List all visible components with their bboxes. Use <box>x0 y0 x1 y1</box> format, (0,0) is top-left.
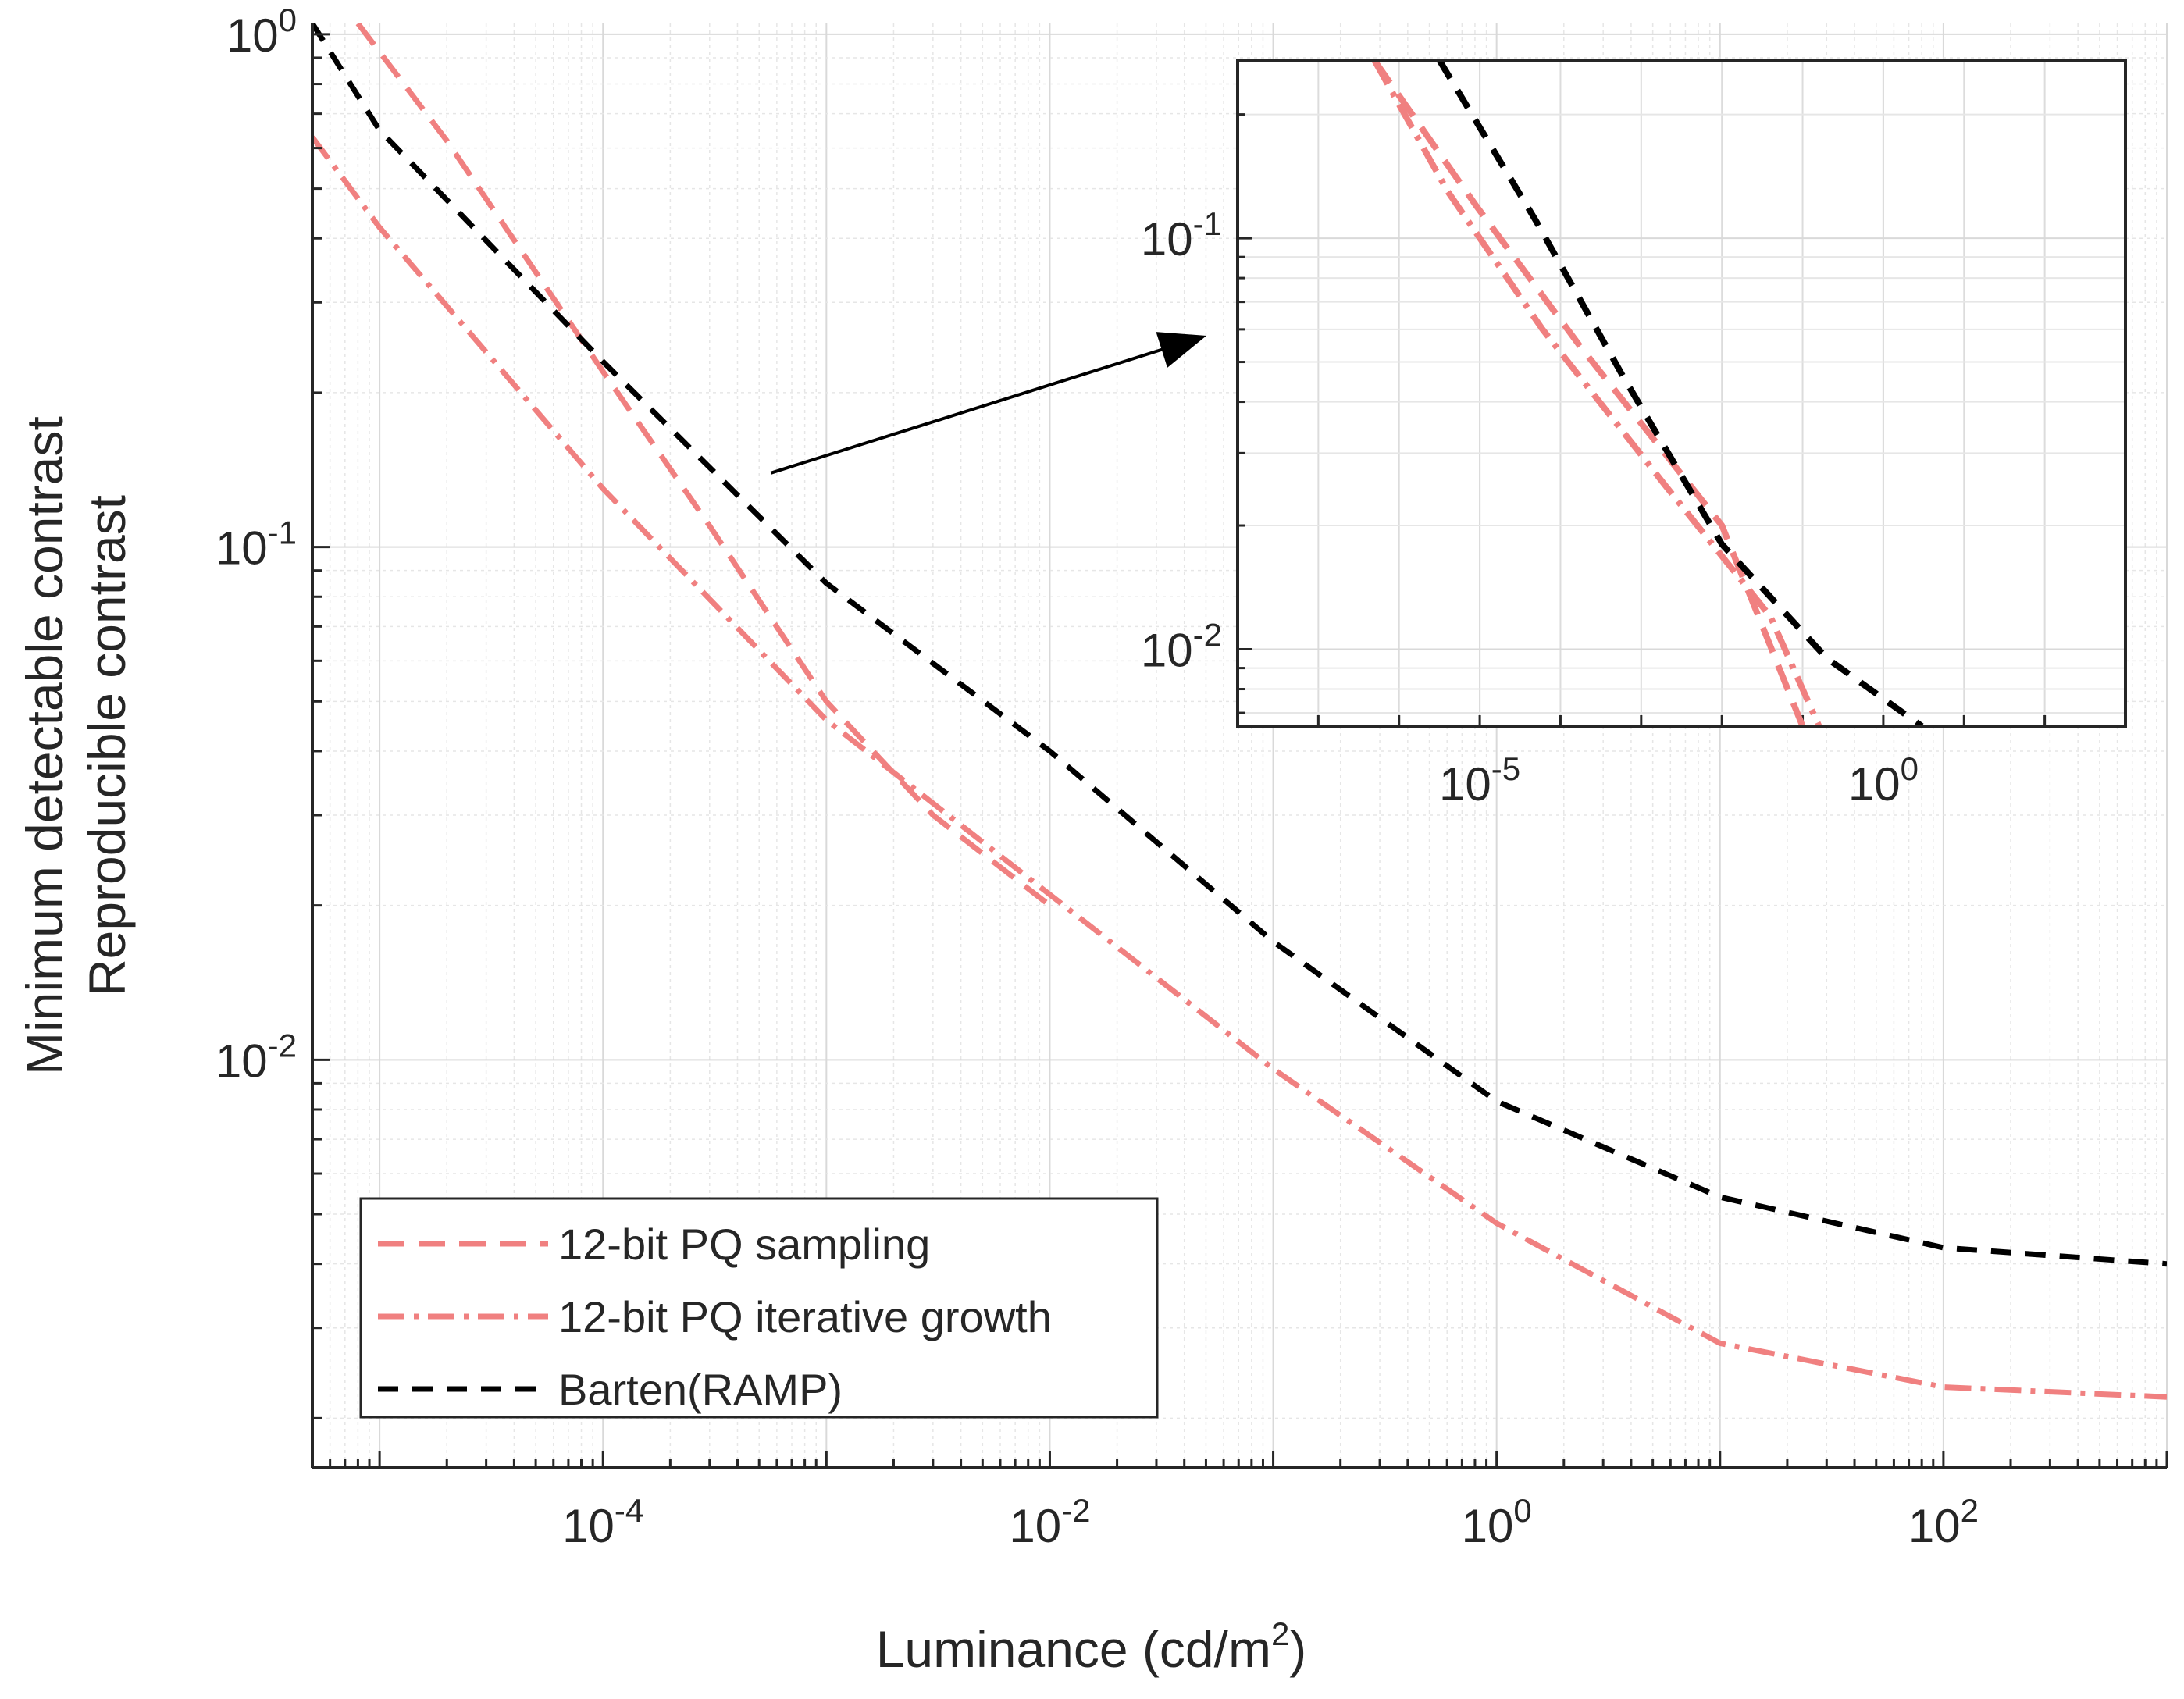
legend-label-barten-ramp: Barten(RAMP) <box>558 1365 843 1414</box>
main-series <box>312 23 2167 1400</box>
x-tick-label: 102 <box>1908 1492 1979 1552</box>
inset-y-tick-label: 10-1 <box>1141 205 1222 265</box>
inset-x-tick-label: 10-5 <box>1439 750 1520 810</box>
legend: 12-bit PQ sampling 12-bit PQ iterative gr… <box>359 1197 1159 1419</box>
main-axes <box>311 23 2168 1469</box>
inset-plot-area <box>1238 61 2125 726</box>
main-ticks: 10-4 10-2 100 102 10-2 10-1 100 <box>216 2 1979 1552</box>
series-line-barten-ramp <box>312 23 2167 1267</box>
inset-series-line-barten-ramp <box>1437 61 1924 726</box>
legend-box <box>359 1197 1159 1419</box>
legend-label-pq-sampling: 12-bit PQ sampling <box>558 1220 930 1269</box>
annotation-arrow <box>770 332 1206 475</box>
inset-x-tick-label: 100 <box>1848 750 1919 810</box>
y-tick-label: 100 <box>226 2 297 62</box>
y-tick-label: 10-2 <box>216 1027 297 1087</box>
inset-series-line-pq-iterative-growth <box>1372 61 1822 726</box>
x-axis-label: Luminance (cd/m2) <box>876 1615 1307 1678</box>
arrow-head <box>1156 332 1206 368</box>
y-tick-label: 10-1 <box>216 515 297 575</box>
y-axis-label-line-2: Reproducible contrast <box>78 495 136 996</box>
inset-frame <box>1236 59 2127 728</box>
series-line-pq-sampling <box>355 23 1052 908</box>
axis-labels: Luminance (cd/m2) Minimum detectable cont… <box>16 416 1306 1678</box>
x-tick-label: 10-4 <box>562 1492 643 1552</box>
series-line-pq-iterative-growth <box>312 135 2167 1400</box>
arrow-shaft <box>770 339 1192 475</box>
x-tick-label: 10-2 <box>1009 1492 1090 1552</box>
x-tick-label: 100 <box>1462 1492 1532 1552</box>
inset-plot: 10-5 100 10-2 10-1 <box>1141 59 2127 810</box>
legend-label-pq-iterative-growth: 12-bit PQ iterative growth <box>558 1292 1052 1341</box>
inset-y-tick-label: 10-2 <box>1141 617 1222 677</box>
y-axis-label-line-1: Minimum detectable contrast <box>16 416 73 1075</box>
